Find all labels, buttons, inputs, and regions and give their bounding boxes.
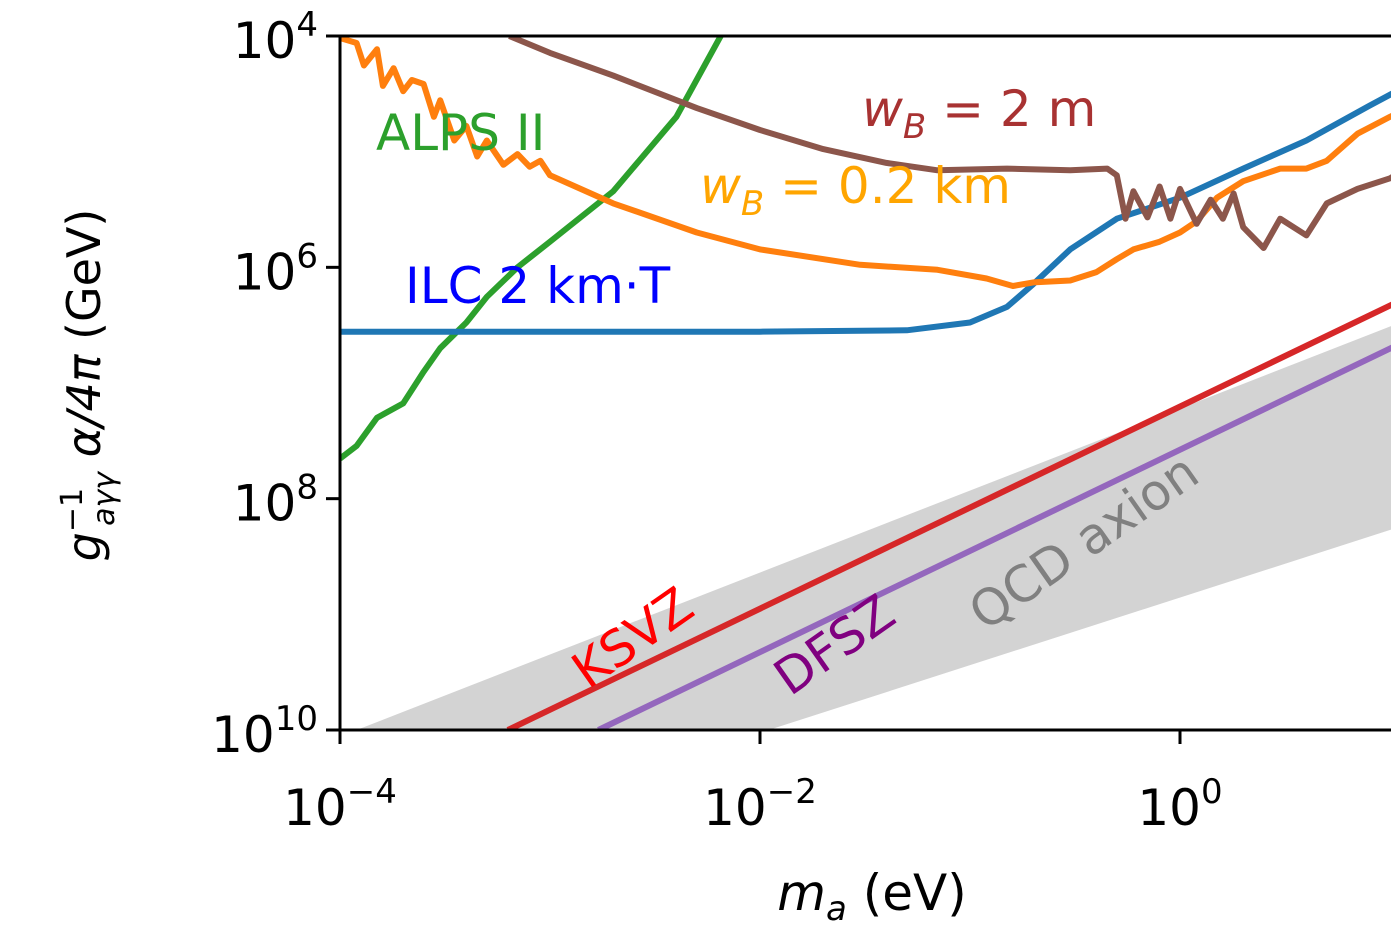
y-tick-label: 104 (233, 5, 318, 70)
plot-area (340, 36, 1391, 730)
series-line-ksvz (506, 301, 1391, 730)
x-tick-label: 10−2 (703, 772, 817, 837)
ticks: 10−4 10−2 100 104 106 108 1010 (211, 5, 1223, 837)
series-line-ilc-2-km-t (340, 90, 1391, 335)
series-line-alps-ii (340, 36, 724, 461)
x-tick-label: 10−4 (283, 772, 397, 837)
axes (338, 34, 1391, 732)
y-tick-label: 108 (233, 468, 318, 533)
y-axis-label: g−1aγγ α/4π (GeV) (55, 209, 122, 562)
y-tick-label: 1010 (211, 699, 318, 764)
label-wb-2m: wB = 2 m (862, 80, 1096, 147)
svg-text:g−1aγγ α/4π (GeV): g−1aγγ α/4π (GeV) (55, 209, 122, 562)
x-tick-label: 100 (1137, 772, 1222, 837)
series-line-w-b-0-2-km (340, 36, 1391, 289)
series-line-dfsz (597, 344, 1391, 730)
qcd-axion-band (356, 326, 1391, 730)
label-alps-ii: ALPS II (376, 104, 545, 162)
series-line-w-b-2-m (508, 36, 1391, 251)
x-axis-label: ma (eV) (777, 864, 966, 927)
y-tick-label: 106 (233, 236, 318, 301)
label-ilc: ILC 2 km·T (405, 257, 671, 315)
label-wb-02km: wB = 0.2 km (700, 157, 1011, 224)
